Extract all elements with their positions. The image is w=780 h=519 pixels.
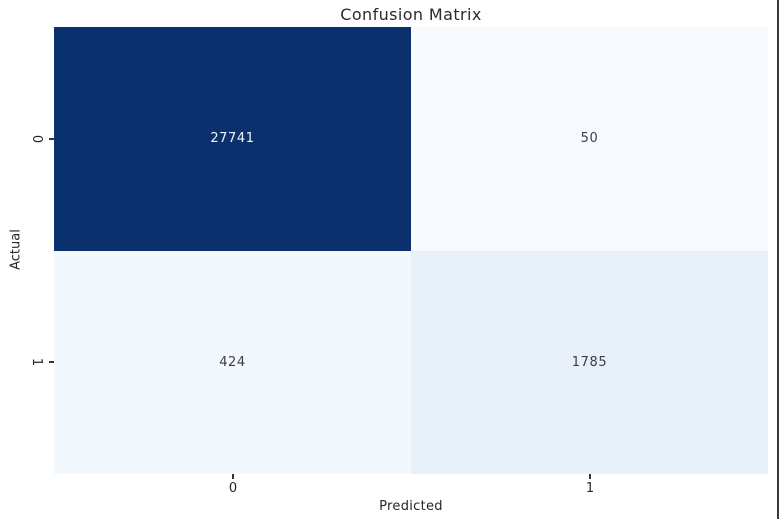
x-axis-tick-label-1: 1 bbox=[585, 481, 595, 496]
cell-value-true-negative: 27741 bbox=[210, 131, 255, 147]
heatmap-cell-actual1-pred1: 1785 bbox=[411, 250, 768, 474]
chart-title: Confusion Matrix bbox=[340, 5, 482, 24]
cell-value-true-positive: 1785 bbox=[571, 354, 608, 370]
y-axis-tick-label-1: 1 bbox=[29, 357, 45, 367]
x-axis-label: Predicted bbox=[379, 499, 443, 514]
x-axis-tick-label-0: 0 bbox=[228, 481, 238, 496]
cell-value-false-positive: 50 bbox=[580, 131, 599, 147]
heatmap-cell-actual1-pred0: 424 bbox=[54, 250, 411, 474]
y-axis-tick-mark-0 bbox=[49, 138, 54, 140]
heatmap-plot-area: 27741 50 424 1785 bbox=[54, 27, 768, 474]
heatmap-cell-actual0-pred0: 27741 bbox=[54, 27, 411, 251]
y-axis-label: Actual bbox=[8, 229, 24, 270]
y-axis-tick-label-0: 0 bbox=[29, 134, 45, 144]
y-axis-tick-mark-1 bbox=[49, 361, 54, 363]
heatmap-cell-actual0-pred1: 50 bbox=[411, 27, 768, 251]
x-axis-tick-mark-1 bbox=[589, 474, 591, 479]
cell-value-false-negative: 424 bbox=[219, 354, 246, 370]
x-axis-tick-mark-0 bbox=[232, 474, 234, 479]
screenshot-right-edge-line bbox=[777, 0, 779, 519]
